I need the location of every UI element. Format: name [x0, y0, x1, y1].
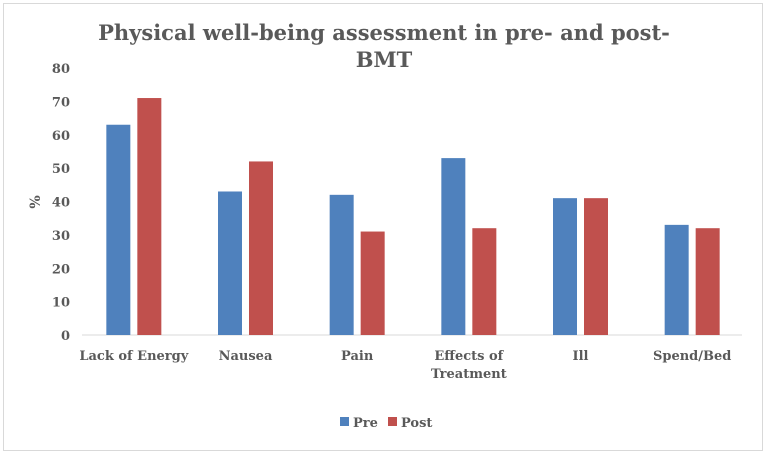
bar-post [584, 198, 608, 335]
chart-frame [3, 3, 763, 451]
chart-title: Physical well-being assessment in pre- a… [98, 20, 670, 72]
bar-pre [329, 194, 354, 335]
legend-swatch-pre [340, 417, 349, 426]
y-tick-label: 10 [52, 296, 70, 311]
chart-title-line: Physical well-being assessment in pre- a… [98, 20, 670, 45]
x-tick-label: Spend/Bed [653, 349, 731, 364]
x-tick-label: Nausea [219, 349, 273, 364]
y-tick-label: 60 [52, 129, 70, 144]
y-tick-label: 0 [61, 329, 70, 344]
y-tick-label: 30 [52, 229, 70, 244]
bar-pre [218, 191, 242, 335]
y-tick-label: 40 [52, 196, 70, 211]
bar-post [137, 98, 162, 335]
legend-label: Pre [353, 416, 378, 431]
y-tick-label: 70 [52, 95, 70, 110]
x-tick-label: Ill [573, 349, 589, 364]
chart-title-line: BMT [356, 47, 413, 72]
x-tick-label: Treatment [431, 367, 507, 382]
legend-label: Post [401, 416, 432, 431]
bar-pre [553, 198, 577, 335]
y-tick-label: 80 [52, 62, 70, 77]
bar-post [360, 231, 385, 335]
bar-post [472, 228, 497, 335]
bar-pre [441, 158, 466, 335]
legend-swatch-post [388, 417, 397, 426]
x-tick-label: Effects of [434, 349, 504, 364]
x-tick-label: Lack of Energy [79, 349, 188, 364]
y-tick-label: 50 [52, 162, 70, 177]
y-axis-label: % [28, 195, 44, 208]
bar-post [249, 161, 273, 335]
y-tick-label: 20 [52, 262, 70, 277]
bar-post [695, 228, 720, 335]
x-tick-label: Pain [341, 349, 374, 364]
bar-pre [664, 224, 689, 335]
bar-pre [106, 124, 131, 335]
